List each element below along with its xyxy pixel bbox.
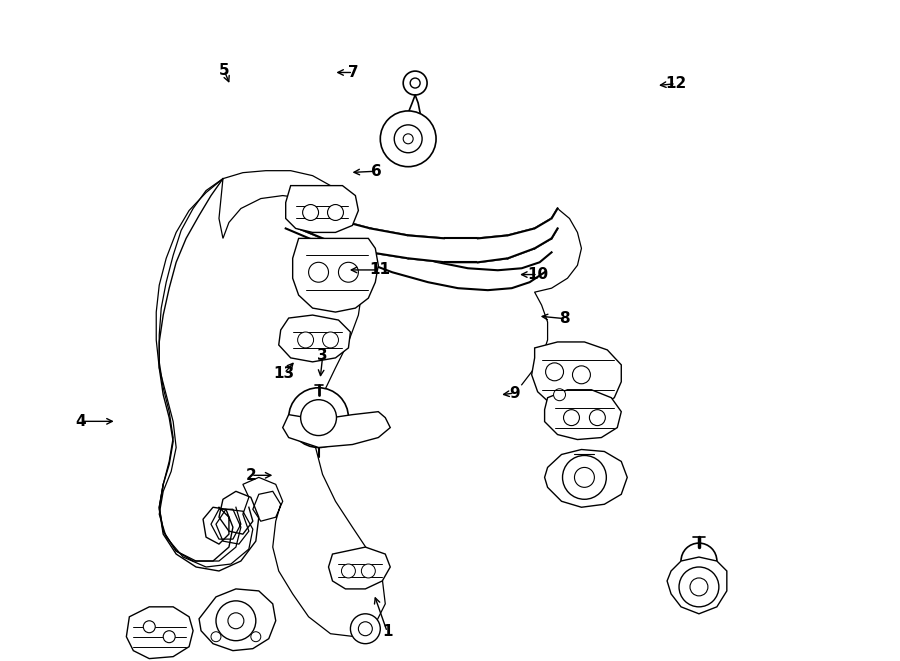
Circle shape <box>545 363 563 381</box>
Polygon shape <box>299 206 332 243</box>
Text: 11: 11 <box>370 262 391 278</box>
Polygon shape <box>370 229 409 258</box>
Text: 12: 12 <box>665 76 687 91</box>
Circle shape <box>328 204 344 221</box>
Circle shape <box>341 564 356 578</box>
Circle shape <box>403 71 427 95</box>
Text: 7: 7 <box>348 65 358 80</box>
Text: 9: 9 <box>509 385 520 401</box>
Polygon shape <box>409 235 445 262</box>
Circle shape <box>143 621 155 633</box>
Polygon shape <box>332 219 370 253</box>
Polygon shape <box>285 186 358 233</box>
Text: 5: 5 <box>219 63 230 78</box>
Circle shape <box>679 567 719 607</box>
Circle shape <box>309 262 328 282</box>
Polygon shape <box>283 412 391 447</box>
Circle shape <box>298 332 313 348</box>
Polygon shape <box>126 607 194 658</box>
Polygon shape <box>508 229 535 258</box>
Polygon shape <box>445 239 478 262</box>
Circle shape <box>251 632 261 642</box>
Polygon shape <box>328 547 391 589</box>
Polygon shape <box>535 219 552 249</box>
Circle shape <box>338 262 358 282</box>
Polygon shape <box>478 235 508 262</box>
Polygon shape <box>199 589 275 650</box>
Text: 6: 6 <box>371 164 382 178</box>
Circle shape <box>301 400 337 436</box>
Polygon shape <box>279 315 350 362</box>
Text: 8: 8 <box>560 311 570 326</box>
Polygon shape <box>544 449 627 507</box>
Circle shape <box>410 78 420 88</box>
Circle shape <box>322 332 338 348</box>
Circle shape <box>681 543 717 579</box>
Polygon shape <box>667 557 727 614</box>
Circle shape <box>289 388 348 447</box>
Text: 3: 3 <box>318 348 328 363</box>
Polygon shape <box>292 239 378 312</box>
Circle shape <box>590 410 606 426</box>
Circle shape <box>403 134 413 144</box>
Circle shape <box>211 632 221 642</box>
Circle shape <box>350 614 381 644</box>
Polygon shape <box>552 208 557 239</box>
Circle shape <box>563 410 580 426</box>
Circle shape <box>163 631 176 642</box>
Text: 1: 1 <box>382 625 392 639</box>
Circle shape <box>228 613 244 629</box>
Polygon shape <box>544 390 621 440</box>
Polygon shape <box>157 178 385 637</box>
Circle shape <box>574 467 594 487</box>
Text: 13: 13 <box>274 366 295 381</box>
Circle shape <box>554 389 565 401</box>
Circle shape <box>690 578 708 596</box>
Text: 4: 4 <box>76 414 86 429</box>
Circle shape <box>381 111 436 167</box>
Text: 2: 2 <box>246 468 256 483</box>
Circle shape <box>358 622 373 636</box>
Circle shape <box>302 204 319 221</box>
Circle shape <box>394 125 422 153</box>
Circle shape <box>572 366 590 384</box>
Circle shape <box>562 455 607 499</box>
Circle shape <box>216 601 256 641</box>
Text: 10: 10 <box>527 267 548 282</box>
Circle shape <box>362 564 375 578</box>
Polygon shape <box>532 342 621 412</box>
